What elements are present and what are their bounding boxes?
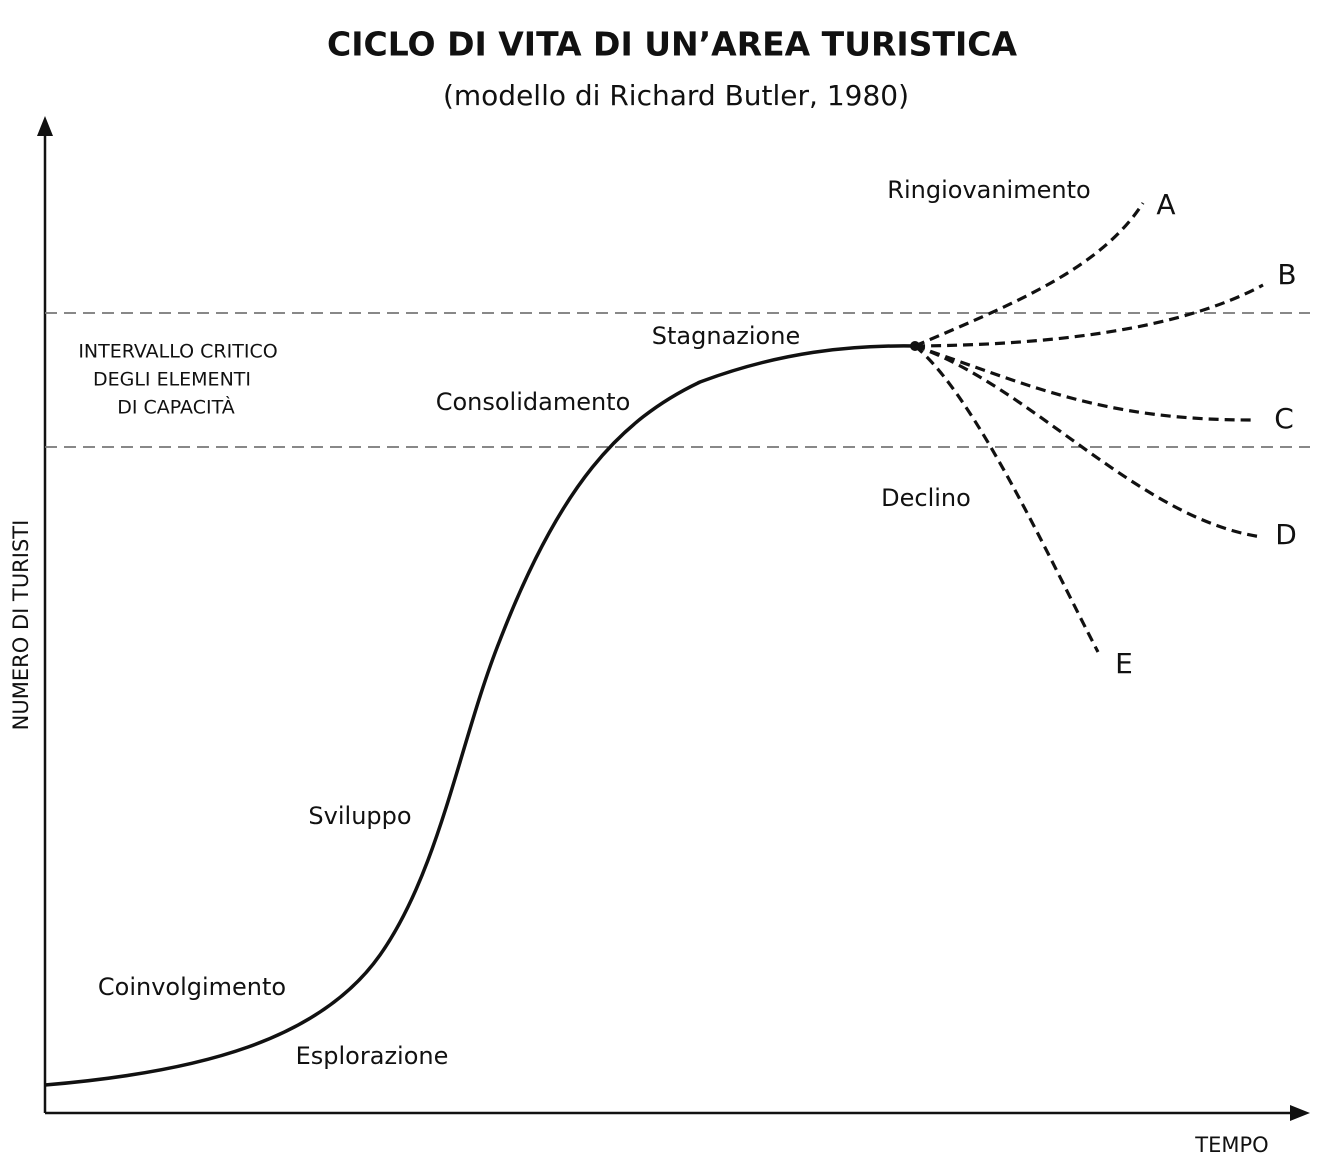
y-axis-label: NUMERO DI TURISTI [9,520,33,731]
branch-c [914,344,1253,422]
stage-label: Declino [881,484,971,512]
critical-range-label: DI CAPACITÀ [117,396,234,419]
critical-range-label: INTERVALLO CRITICO [78,341,277,363]
title: CICLO DI VITA DI UN’AREA TURISTICA [327,25,1017,64]
critical-range-label: DEGLI ELEMENTI [93,369,251,391]
x-axis-arrow [1290,1105,1310,1121]
life-cycle-curve [44,344,916,1087]
branch-a [914,202,1145,348]
branch-b [914,283,1264,348]
branch-label: A [1156,188,1175,221]
branch-d [914,344,1263,539]
stage-label: Sviluppo [308,802,411,830]
branch-label: C [1274,402,1294,435]
stage-label: Consolidamento [436,388,631,416]
branch-label: D [1275,518,1297,551]
stage-label: Coinvolgimento [98,973,286,1001]
subtitle: (modello di Richard Butler, 1980) [443,79,909,112]
branch-e [913,344,1100,653]
x-axis-label: TEMPO [1194,1133,1268,1157]
stage-label: Ringiovanimento [887,176,1090,204]
y-axis-arrow [37,116,53,136]
branch-label: B [1277,258,1296,291]
stage-label: Esplorazione [296,1042,449,1070]
stage-label: Stagnazione [652,322,800,350]
branch-label: E [1115,647,1133,680]
